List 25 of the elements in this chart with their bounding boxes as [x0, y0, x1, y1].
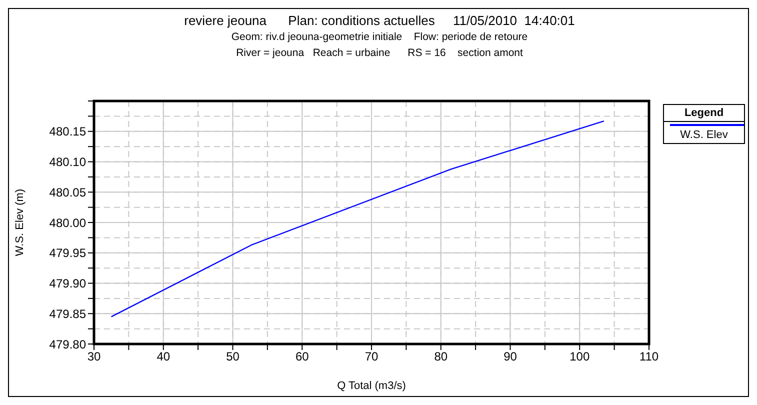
y-tick-label: 479.80: [49, 337, 86, 352]
x-axis-title: Q Total (m3/s): [337, 380, 406, 392]
y-tick-label: 480.15: [49, 124, 86, 139]
y-tick-label: 479.90: [49, 276, 86, 291]
x-tick-label: 60: [295, 350, 310, 364]
legend-title: Legend: [664, 105, 744, 122]
x-tick-label: 100: [570, 350, 590, 364]
x-tick-label: 70: [364, 350, 378, 364]
x-tick-label: 110: [639, 350, 659, 364]
y-tick-label: 480.10: [49, 155, 86, 170]
x-tick-label: 90: [504, 350, 518, 364]
text: W.S. Elev: [680, 129, 728, 141]
x-tick-label: 50: [226, 350, 240, 364]
text: River = jeouna Reach = urbaine RS = 16 section amont: [235, 47, 524, 59]
y-tick-label: 480.05: [49, 185, 86, 200]
line-series: [110, 120, 605, 318]
x-tick-label: 30: [87, 350, 101, 364]
y-tick-label: 479.95: [49, 246, 86, 260]
y-axis-title: W.S. Elev (m): [14, 188, 26, 256]
x-tick-label: 40: [156, 350, 170, 364]
x-tick-label: 80: [434, 350, 448, 364]
chart-title: reviere jeouna Plan: conditions actuelles 11/05/2010 14:40:01: [183, 13, 576, 28]
y-tick-label: 480.00: [49, 216, 86, 230]
chart-subtitle: Geom: riv.d jeouna-geometrie initiale Flow: periode de retoure: [230, 31, 529, 43]
y-tick-label: 479.85: [49, 306, 86, 321]
